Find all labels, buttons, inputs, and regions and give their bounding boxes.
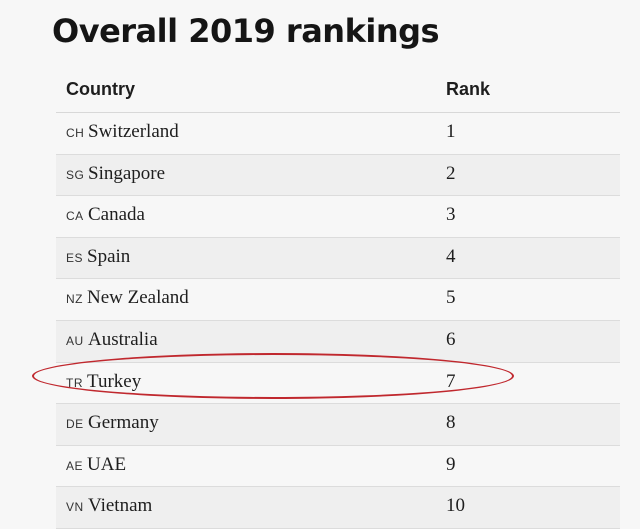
country-name: Vietnam: [88, 495, 153, 517]
table-row: VN Vietnam 10: [56, 487, 620, 529]
country-name: Germany: [88, 412, 159, 434]
table-row: AE UAE 9: [56, 446, 620, 488]
country-code: CA: [66, 209, 84, 224]
country-code: DE: [66, 417, 84, 432]
table-row: CA Canada 3: [56, 196, 620, 238]
rank-value: 10: [446, 495, 465, 517]
rank-value: 2: [446, 162, 456, 184]
country-code: AE: [66, 458, 84, 473]
country-code: VN: [66, 500, 84, 515]
country-name: Singapore: [88, 162, 166, 184]
table-row: CH Switzerland 1: [56, 113, 620, 155]
country-code: SG: [66, 167, 85, 182]
rank-value: 3: [446, 204, 456, 226]
table-row: AU Australia 6: [56, 320, 620, 363]
country-code: NZ: [66, 292, 83, 307]
rank-value: 1: [446, 121, 456, 142]
country-code: TR: [66, 375, 83, 390]
table-row: ES Spain 4: [56, 237, 620, 280]
rank-value: 5: [446, 287, 456, 309]
country-name: Turkey: [87, 370, 142, 392]
country-name: UAE: [87, 453, 127, 475]
rankings-table: Country Rank CH Switzerland 1 SG Singapore 2 C…: [56, 70, 620, 529]
country-name: New Zealand: [87, 287, 189, 309]
table-row: NZ New Zealand 5: [56, 279, 620, 321]
country-name: Switzerland: [88, 121, 179, 142]
country-code: CH: [66, 126, 85, 140]
rank-value: 6: [446, 328, 456, 350]
page-title: Overall 2019 rankings: [52, 12, 440, 50]
country-code: AU: [66, 333, 84, 348]
country-name: Spain: [87, 245, 131, 267]
table-row: TR Turkey 7: [56, 363, 620, 405]
column-header-rank: Rank: [446, 79, 491, 99]
country-name: Canada: [88, 204, 145, 226]
rank-value: 9: [446, 453, 456, 475]
rank-value: 4: [446, 245, 456, 267]
column-header-country: Country: [66, 79, 135, 99]
table-header: Country Rank: [56, 70, 620, 113]
country-name: Australia: [88, 328, 158, 350]
table-row: DE Germany 8: [56, 404, 620, 446]
rank-value: 7: [446, 370, 456, 392]
table-body: CH Switzerland 1 SG Singapore 2 CA Canada 3 ES Spa…: [56, 113, 620, 529]
rank-value: 8: [446, 412, 456, 434]
country-code: ES: [66, 250, 84, 265]
table-row: SG Singapore 2: [56, 154, 620, 197]
